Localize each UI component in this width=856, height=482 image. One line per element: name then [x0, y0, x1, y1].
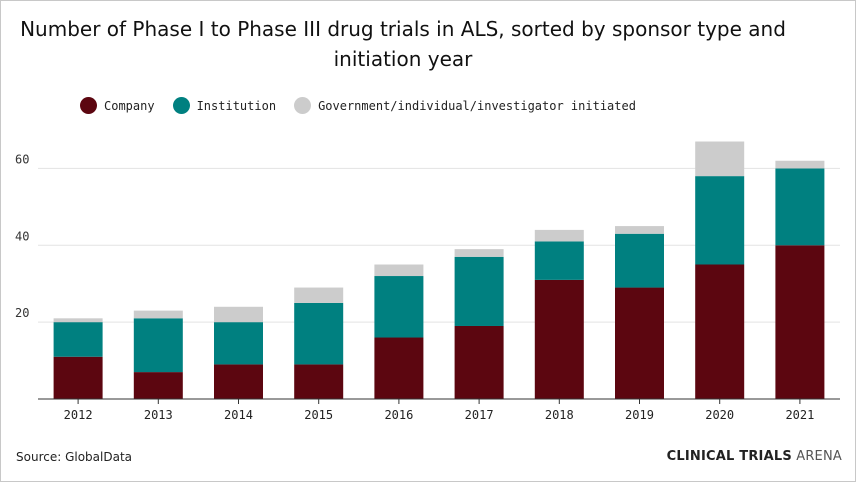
bar-2016-government — [374, 264, 424, 277]
bar-2012-government — [53, 318, 103, 323]
x-tick-label-2021: 2021 — [785, 408, 814, 422]
legend-swatch-institution — [172, 97, 190, 114]
bar-2017-institution — [454, 256, 504, 326]
legend-swatch-company — [80, 97, 97, 114]
y-tick-label-60: 60 — [15, 152, 29, 166]
bar-2017-government — [454, 249, 504, 257]
x-tick-label-2012: 2012 — [64, 408, 93, 422]
bar-2015-institution — [294, 302, 344, 365]
bar-2020-company — [695, 264, 745, 399]
bar-2018-institution — [534, 241, 584, 280]
legend-item-company: Company — [80, 97, 155, 114]
x-tick-label-2020: 2020 — [705, 408, 734, 422]
bar-2012-company — [53, 356, 103, 399]
x-tick-label-2013: 2013 — [144, 408, 173, 422]
bar-2015-government — [294, 287, 344, 303]
y-tick-label-20: 20 — [15, 306, 29, 320]
brand-logo: CLINICAL TRIALS ARENA — [667, 449, 842, 464]
brand-logo-light: ARENA — [796, 449, 842, 464]
bar-2018-company — [534, 279, 584, 399]
x-tick-label-2014: 2014 — [224, 408, 253, 422]
chart-legend: Company Institution Government/individua… — [80, 97, 654, 114]
bar-2012-institution — [53, 322, 103, 357]
bar-2019-company — [615, 287, 664, 399]
bar-2017-company — [454, 325, 504, 399]
chart-title: Number of Phase I to Phase III drug tria… — [20, 17, 786, 71]
x-tick-label-2016: 2016 — [384, 408, 413, 422]
y-tick-label-40: 40 — [15, 229, 29, 243]
bar-2021-company — [775, 245, 825, 399]
legend-swatch-government — [294, 97, 312, 114]
bar-2014-government — [214, 306, 263, 323]
bar-2015-company — [294, 364, 344, 399]
legend-item-institution: Institution — [172, 97, 277, 114]
legend-label-institution: Institution — [196, 98, 277, 113]
legend-item-government: Government/individual/investigator initi… — [294, 97, 636, 114]
bar-2018-government — [534, 229, 584, 242]
bar-2013-government — [133, 310, 183, 319]
x-tick-label-2018: 2018 — [545, 408, 574, 422]
brand-logo-strong: CLINICAL TRIALS — [666, 449, 792, 464]
bar-2014-institution — [214, 322, 263, 365]
bar-2016-company — [374, 337, 424, 399]
legend-label-company: Company — [104, 98, 155, 113]
legend-label-government: Government/individual/investigator initi… — [318, 98, 636, 113]
bar-2013-company — [133, 372, 183, 399]
x-tick-label-2017: 2017 — [465, 408, 494, 422]
bar-2020-government — [695, 141, 745, 177]
bar-2014-company — [214, 364, 263, 399]
bar-2016-institution — [374, 276, 424, 338]
x-tick-label-2019: 2019 — [625, 408, 654, 422]
x-tick-label-2015: 2015 — [304, 408, 333, 422]
bar-2019-government — [615, 226, 664, 234]
bar-2019-institution — [615, 233, 664, 288]
source-note: Source: GlobalData — [16, 450, 133, 464]
bar-2013-institution — [133, 318, 183, 373]
bar-2020-institution — [695, 176, 745, 265]
bar-2021-government — [775, 160, 825, 169]
bar-2021-institution — [775, 168, 825, 246]
